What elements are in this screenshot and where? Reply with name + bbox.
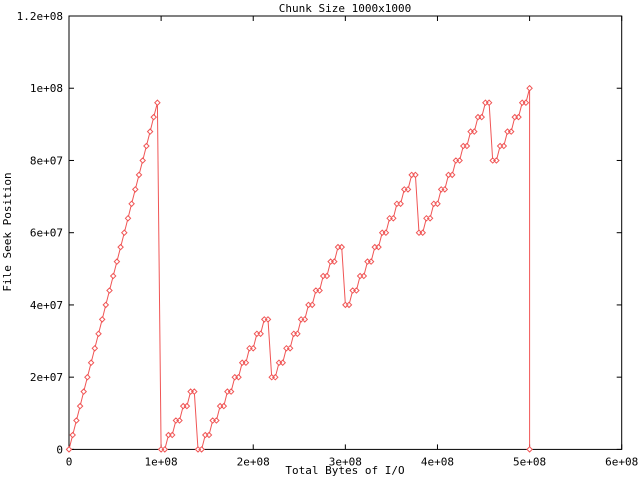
y-tick-label: 1e+08 <box>30 82 63 95</box>
chart-title: Chunk Size 1000x1000 <box>279 2 411 15</box>
data-markers <box>65 84 533 453</box>
x-tick-label: 5e+08 <box>513 455 546 468</box>
y-tick-labels: 0 2e+07 4e+07 6e+07 8e+07 1e+08 1.2e+08 <box>17 10 63 456</box>
x-tick-label: 2e+08 <box>237 455 270 468</box>
x-tick-label: 1e+08 <box>145 455 178 468</box>
y-tick-label: 1.2e+08 <box>17 10 63 23</box>
y-tick-label: 4e+07 <box>30 299 63 312</box>
x-tick-label: 6e+08 <box>605 455 638 468</box>
x-axis-label: Total Bytes of I/O <box>285 464 404 477</box>
y-tick-label: 0 <box>56 443 63 456</box>
x-tick-label: 4e+08 <box>421 455 454 468</box>
y-tick-label: 2e+07 <box>30 371 63 384</box>
x-tick-label: 3e+08 <box>329 455 362 468</box>
data-line <box>68 88 531 450</box>
x-tick-labels: 0 1e+08 2e+08 3e+08 4e+08 5e+08 6e+08 <box>66 455 639 468</box>
plot-border <box>68 15 623 450</box>
data-series <box>65 84 533 453</box>
axis-ticks <box>68 15 623 450</box>
y-axis-label: File Seek Position <box>1 172 14 291</box>
y-tick-label: 8e+07 <box>30 154 63 167</box>
y-tick-label: 6e+07 <box>30 227 63 240</box>
x-tick-label: 0 <box>66 455 73 468</box>
